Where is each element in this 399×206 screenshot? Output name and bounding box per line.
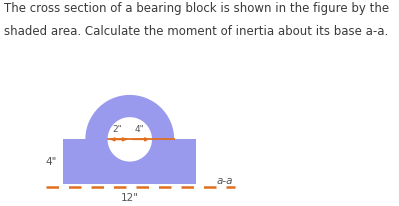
- Text: 4": 4": [45, 157, 56, 167]
- Polygon shape: [108, 117, 152, 162]
- Text: 4": 4": [134, 125, 144, 134]
- Bar: [63, 139, 196, 184]
- Text: 2": 2": [112, 125, 122, 134]
- Text: a-a: a-a: [216, 176, 233, 186]
- Text: The cross section of a bearing block is shown in the figure by the: The cross section of a bearing block is …: [4, 2, 389, 15]
- Text: 12": 12": [121, 193, 139, 203]
- Polygon shape: [85, 95, 174, 139]
- Text: shaded area. Calculate the moment of inertia about its base a-a.: shaded area. Calculate the moment of ine…: [4, 25, 388, 38]
